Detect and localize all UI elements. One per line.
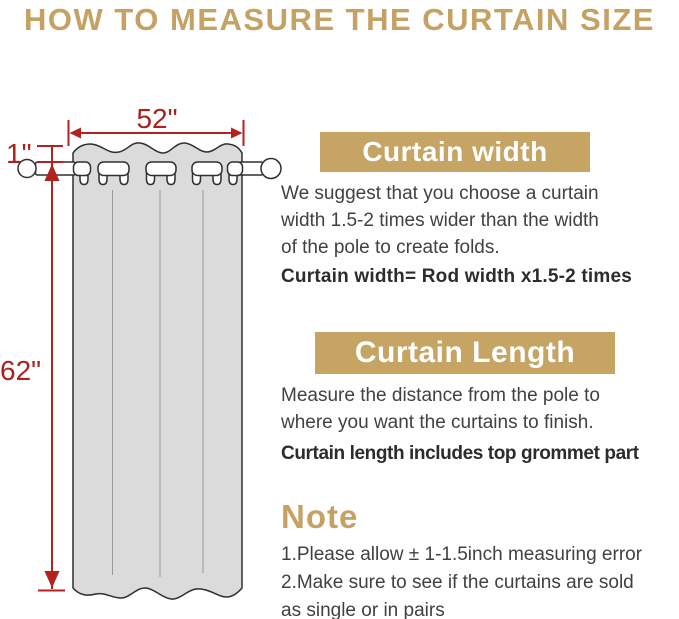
curtain-rod-right (238, 157, 282, 180)
note-body: 1.Please allow ± 1-1.5inch measuring err… (281, 544, 643, 619)
rod-finial-left-icon (17, 158, 37, 179)
curtain-width-heading: Curtain width (320, 132, 590, 172)
note-heading: Note (281, 498, 359, 535)
page-title: HOW TO MEASURE THE CURTAIN SIZE (24, 2, 655, 37)
curtain-length-body: Measure the distance from the pole to wh… (281, 385, 600, 433)
header-dimension: 1" (6, 138, 63, 169)
grommet-openings (72, 161, 244, 177)
length-dim-label: 62" (0, 355, 41, 386)
curtain-width-body: We suggest that you choose a curtain wid… (281, 183, 599, 258)
curtain-width-formula: Curtain width= Rod width x1.5-2 times (281, 266, 633, 287)
width-dim-label: 52" (136, 103, 177, 134)
width-dimension: 52" (67, 103, 245, 146)
fold-lines (112, 190, 204, 577)
curtain-panel (72, 142, 243, 600)
curtain-measure-diagram: 52" 1" 62" (0, 103, 282, 600)
rod-finial-right-icon (260, 157, 282, 180)
length-dimension: 62" (0, 163, 65, 592)
curtain-length-heading: Curtain Length (315, 332, 615, 374)
curtain-length-formula: Curtain length includes top grommet part (281, 443, 639, 464)
header-dim-label: 1" (6, 138, 32, 169)
